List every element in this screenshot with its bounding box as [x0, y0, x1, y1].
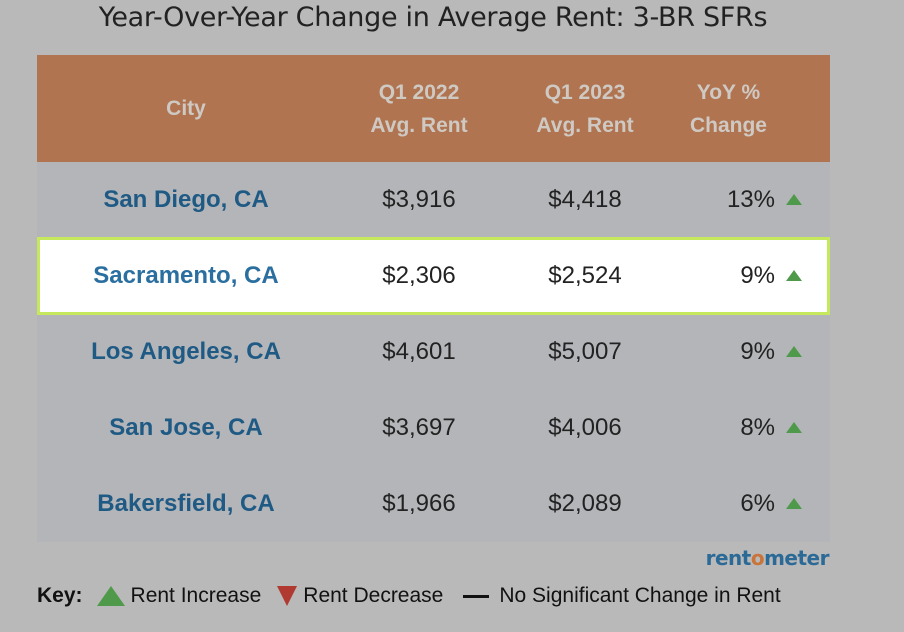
chart-title: Year-Over-Year Change in Average Rent: 3… [98, 2, 768, 33]
key-decrease: Rent Decrease [303, 584, 444, 607]
increase-triangle-icon [786, 346, 802, 357]
legend-key: Key: Rent Increase Rent Decrease No Sign… [37, 584, 781, 608]
q1-2022-rent: $2,306 [382, 262, 456, 289]
city-name: San Diego, CA [103, 186, 269, 213]
table-row: San Diego, CA $3,916 $4,418 13% [37, 162, 830, 238]
q1-2022-rent: $4,601 [382, 338, 456, 365]
yoy-change: 13% [667, 186, 830, 214]
decrease-triangle-icon [277, 586, 298, 606]
q1-2023-rent: $2,089 [548, 490, 622, 517]
key-increase: Rent Increase [130, 584, 262, 607]
increase-triangle-icon [786, 270, 802, 281]
table-header: City Q1 2022 Avg. Rent Q1 2023 Avg. Rent Y… [37, 55, 830, 162]
q1-2023-rent: $4,418 [548, 186, 622, 213]
rentometer-logo: rentometer [705, 546, 830, 570]
table-row: Los Angeles, CA $4,601 $5,007 9% [37, 314, 830, 390]
q1-2023-rent: $5,007 [548, 338, 622, 365]
table-row: Bakersfield, CA $1,966 $2,089 6% [37, 466, 830, 542]
key-label: Key: [37, 584, 83, 607]
yoy-change: 9% [667, 262, 830, 290]
q1-2023-rent: $4,006 [548, 414, 622, 441]
yoy-change: 8% [667, 414, 830, 442]
increase-triangle-icon [786, 498, 802, 509]
key-no-change: No Significant Change in Rent [499, 584, 781, 607]
increase-triangle-icon [786, 422, 802, 433]
yoy-change: 6% [667, 490, 830, 518]
city-name: Bakersfield, CA [97, 490, 275, 517]
header-city: City [166, 97, 206, 120]
yoy-change: 9% [667, 338, 830, 366]
city-name: Los Angeles, CA [91, 338, 281, 365]
increase-triangle-icon [96, 586, 125, 606]
city-name: Sacramento, CA [93, 262, 279, 289]
header-q1-2023: Q1 2023 Avg. Rent [536, 80, 634, 137]
no-change-dash-icon [463, 594, 490, 598]
table-row: San Jose, CA $3,697 $4,006 8% [37, 390, 830, 466]
q1-2022-rent: $3,697 [382, 414, 456, 441]
header-q1-2022: Q1 2022 Avg. Rent [370, 80, 468, 137]
increase-triangle-icon [786, 194, 802, 205]
rent-table: City Q1 2022 Avg. Rent Q1 2023 Avg. Rent Y… [37, 55, 830, 542]
q1-2022-rent: $1,966 [382, 490, 456, 517]
q1-2023-rent: $2,524 [548, 262, 622, 289]
q1-2022-rent: $3,916 [382, 186, 456, 213]
table-row: Sacramento, CA $2,306 $2,524 9% [37, 237, 830, 315]
city-name: San Jose, CA [109, 414, 263, 441]
header-yoy: YoY % Change [689, 80, 767, 137]
